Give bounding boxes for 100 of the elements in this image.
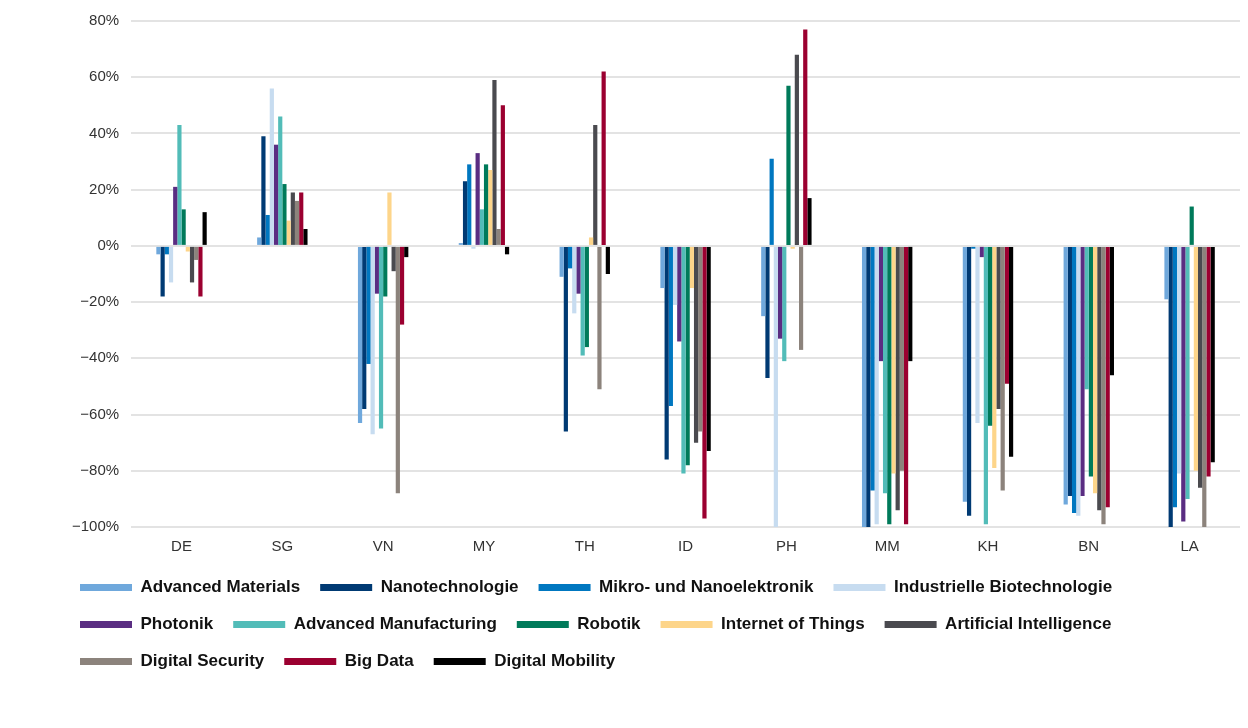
bar (1101, 246, 1106, 525)
bar (500, 105, 505, 245)
bar (294, 200, 300, 245)
y-tick-label: 60% (89, 67, 120, 85)
bar (483, 164, 489, 245)
bar (874, 246, 879, 525)
bar (878, 246, 883, 362)
bar (1092, 246, 1098, 494)
bar (903, 246, 909, 525)
bar (567, 246, 573, 269)
bar (601, 71, 606, 245)
bar (1004, 246, 1009, 384)
bar (807, 198, 812, 245)
bar (156, 246, 161, 255)
legend-label: Industrielle Biotechnologie (893, 577, 1113, 597)
bar (605, 246, 610, 274)
bar (572, 246, 577, 314)
bar (1000, 246, 1005, 491)
x-tick-label: MM (874, 537, 900, 555)
bar (1210, 246, 1215, 463)
bar (1071, 246, 1077, 513)
y-tick-label: −20% (80, 292, 120, 310)
bar (1076, 246, 1081, 516)
x-tick-label: VN (372, 537, 394, 555)
bar (576, 246, 581, 294)
bar (861, 246, 867, 527)
bar (668, 246, 673, 407)
legend-label: Big Data (344, 651, 415, 671)
y-tick-label: −40% (80, 348, 120, 366)
y-tick-label: 80% (89, 11, 120, 29)
bar (1008, 246, 1014, 457)
legend-label: Artificial Intelligence (945, 614, 1112, 634)
bar (563, 246, 568, 432)
bar (303, 229, 308, 245)
bar (391, 246, 396, 272)
legend-label: Robotik (577, 614, 642, 634)
bar (370, 246, 375, 435)
bar (257, 237, 262, 245)
bar (761, 246, 766, 317)
y-tick-label: 40% (89, 123, 120, 141)
bar (597, 246, 602, 390)
bar (584, 246, 589, 348)
bar (1088, 246, 1093, 477)
bar (168, 246, 174, 283)
bar (996, 246, 1001, 409)
bar (895, 246, 900, 511)
bar (1193, 246, 1198, 471)
bar (1067, 246, 1072, 497)
bar (966, 246, 972, 516)
bar (286, 220, 291, 245)
bar (664, 246, 669, 460)
bar (1177, 246, 1182, 474)
x-tick-label: LA (1180, 537, 1199, 555)
legend-label: Advanced Manufacturing (293, 614, 497, 634)
bar (866, 246, 871, 527)
x-tick-label: BN (1078, 537, 1100, 555)
bar (1202, 246, 1207, 527)
bar (794, 54, 799, 245)
bar (593, 125, 598, 245)
bar (693, 246, 699, 443)
bar (685, 246, 690, 466)
bar (467, 164, 472, 245)
bar (177, 125, 182, 245)
bar (269, 88, 274, 245)
x-tick-label: TH (574, 537, 595, 555)
bar (194, 246, 199, 260)
bar (1105, 246, 1110, 508)
bar (786, 85, 791, 245)
bar (185, 246, 190, 252)
x-tick-label: SG (271, 537, 294, 555)
bar (395, 246, 400, 494)
x-tick-label: MY (472, 537, 496, 555)
bar (164, 246, 169, 255)
bar (698, 246, 703, 432)
bar (798, 246, 804, 350)
legend-label: Internet of Things (721, 614, 865, 634)
bar (479, 209, 484, 245)
bar (374, 246, 379, 294)
bar (1063, 246, 1068, 505)
bar (782, 246, 787, 362)
bar (870, 246, 875, 491)
y-tick-label: 20% (89, 179, 120, 197)
bar (1080, 246, 1085, 497)
bar (580, 246, 585, 356)
legend-label: Digital Security (140, 651, 265, 671)
bar (1185, 246, 1190, 499)
bar (765, 246, 770, 379)
bar (278, 116, 283, 245)
bar (357, 246, 363, 423)
y-tick-label: −100% (72, 517, 120, 535)
bar (1097, 246, 1102, 511)
bar (488, 169, 493, 245)
bar (290, 192, 295, 245)
bar (962, 246, 967, 502)
bar (173, 186, 178, 245)
bar (899, 246, 904, 471)
bar (1172, 246, 1177, 508)
bar (681, 246, 686, 474)
bar (282, 184, 287, 245)
bar (1189, 206, 1194, 245)
